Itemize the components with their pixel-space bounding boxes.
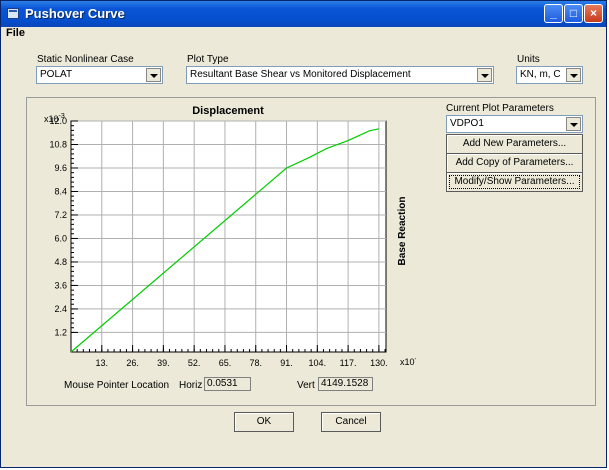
case-value: POLAT	[40, 69, 73, 80]
x-tick-label: 117.	[340, 358, 357, 368]
y-tick-label: 12.0	[49, 116, 67, 126]
y-axis-multiplier: x10-3	[44, 113, 65, 124]
x-tick-label: 52.	[188, 358, 201, 368]
chart-title: Displacement	[192, 105, 264, 117]
y-tick-label: 10.8	[49, 139, 67, 149]
horiz-value: 0.0531	[207, 378, 238, 389]
chevron-down-icon[interactable]	[146, 68, 161, 82]
units-select[interactable]: KN, m, C	[516, 66, 583, 84]
plot-type-select[interactable]: Resultant Base Shear vs Monitored Displa…	[186, 66, 494, 84]
pushover-chart[interactable]: 13. 26. 39. 52. 65. 78. 91. 104. 117. 130. 12.0 10.…	[31, 101, 416, 386]
x-axis-multiplier: x10-3	[400, 356, 416, 367]
x-tick-label: 130.	[370, 358, 388, 368]
x-tick-label: 104.	[309, 358, 327, 368]
close-button[interactable]: ×	[584, 4, 603, 23]
y-tick-label: 6.0	[54, 233, 67, 243]
x-tick-label: 26.	[126, 358, 139, 368]
app-icon	[7, 8, 19, 19]
vert-field: 4149.1528	[318, 377, 373, 391]
pushover-curve-line	[70, 128, 380, 353]
y-tick-label: 4.8	[54, 257, 67, 267]
cancel-button[interactable]: Cancel	[321, 412, 381, 432]
chevron-down-icon[interactable]	[566, 117, 581, 131]
x-tick-label: 91.	[280, 358, 293, 368]
plot-area[interactable]	[70, 120, 387, 353]
horiz-field: 0.0531	[204, 377, 251, 391]
modify-parameters-button[interactable]: Modify/Show Parameters...	[446, 172, 583, 192]
plot-type-label: Plot Type	[187, 54, 229, 65]
y-tick-label: 3.6	[54, 280, 67, 290]
y-tick-label: 2.4	[54, 304, 67, 314]
params-label: Current Plot Parameters	[446, 103, 554, 114]
plot-type-value: Resultant Base Shear vs Monitored Displa…	[190, 69, 411, 80]
units-value: KN, m, C	[520, 69, 561, 80]
plot-panel	[26, 97, 596, 406]
x-tick-label: 65.	[219, 358, 232, 368]
vert-label: Vert	[297, 380, 315, 391]
x-tick-label: 78.	[249, 358, 262, 368]
menu-bar: File	[1, 27, 606, 41]
title-bar[interactable]: Pushover Curve _ □ ×	[1, 1, 606, 27]
case-label: Static Nonlinear Case	[37, 54, 134, 65]
x-tick-label: 39.	[157, 358, 170, 368]
y-tick-label: 9.6	[54, 163, 67, 173]
y-axis-label: Base Reaction	[397, 197, 408, 266]
window-title: Pushover Curve	[25, 6, 125, 21]
horiz-label: Horiz	[179, 380, 203, 391]
x-tick-label: 13.	[96, 358, 109, 368]
menu-file[interactable]: File	[6, 27, 25, 39]
mouse-location-label: Mouse Pointer Location	[64, 380, 170, 391]
y-tick-label: 8.4	[54, 186, 67, 196]
params-value: VDPO1	[450, 118, 484, 129]
chevron-down-icon[interactable]	[477, 68, 492, 82]
add-copy-parameters-button[interactable]: Add Copy of Parameters...	[446, 153, 583, 173]
add-new-parameters-button[interactable]: Add New Parameters...	[446, 134, 583, 154]
case-select[interactable]: POLAT	[36, 66, 163, 84]
y-tick-label: 1.2	[54, 327, 67, 337]
maximize-button[interactable]: □	[564, 4, 583, 23]
units-label: Units	[517, 54, 540, 65]
ok-button[interactable]: OK	[234, 412, 294, 432]
chevron-down-icon[interactable]	[566, 68, 581, 82]
params-select[interactable]: VDPO1	[446, 115, 583, 133]
vert-value: 4149.1528	[321, 378, 369, 389]
y-tick-label: 7.2	[54, 210, 67, 220]
minimize-button[interactable]: _	[544, 4, 563, 23]
